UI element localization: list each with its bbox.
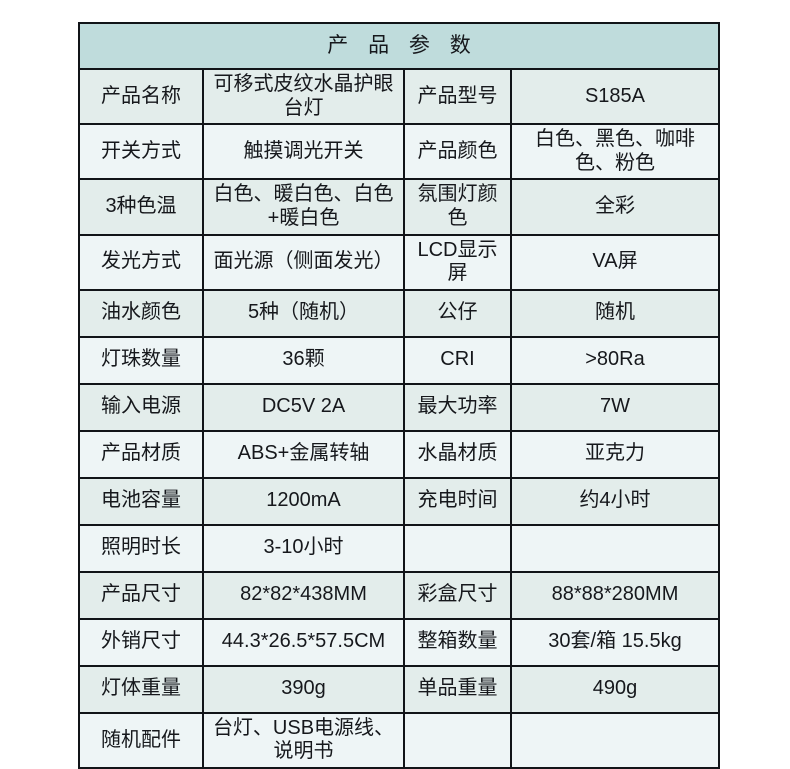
- table-row: 外销尺寸 44.3*26.5*57.5CM 整箱数量 30套/箱 15.5kg: [78, 617, 721, 667]
- spec-label-right: 充电时间: [403, 476, 512, 526]
- spec-label-left: 3种色温: [78, 178, 204, 236]
- spec-value-left: 82*82*438MM: [202, 570, 405, 620]
- spec-label-left: 产品尺寸: [78, 570, 204, 620]
- spec-label-left: 灯体重量: [78, 664, 204, 714]
- spec-value-left: 36颗: [202, 335, 405, 385]
- spec-value-left: 1200mA: [202, 476, 405, 526]
- spec-label-left: 产品名称: [78, 67, 204, 126]
- table-row: 产品名称 可移式皮纹水晶护眼台灯 产品型号 S185A: [78, 67, 721, 126]
- spec-value-right: 30套/箱 15.5kg: [509, 617, 721, 667]
- spec-value-left: 面光源（侧面发光）: [202, 233, 405, 291]
- spec-value-right: 白色、黑色、咖啡色、粉色: [509, 123, 721, 181]
- table-row: 发光方式 面光源（侧面发光） LCD显示屏 VA屏: [78, 233, 721, 291]
- spec-label-left: 照明时长: [78, 523, 204, 573]
- table-row: 产品尺寸 82*82*438MM 彩盒尺寸 88*88*280MM: [78, 570, 721, 620]
- spec-label-right: LCD显示屏: [403, 233, 512, 291]
- spec-label-right: 公仔: [403, 288, 512, 338]
- spec-label-right: 氛围灯颜色: [403, 178, 512, 236]
- product-spec-table: 产 品 参 数 产品名称 可移式皮纹水晶护眼台灯 产品型号 S185A 开关方式 触摸调光…: [77, 22, 721, 769]
- spec-value-left: 390g: [202, 664, 405, 714]
- table-row: 产品材质 ABS+金属转轴 水晶材质 亚克力: [78, 429, 721, 479]
- spec-value-right: 亚克力: [509, 429, 721, 479]
- spec-label-left: 油水颜色: [78, 288, 204, 338]
- spec-label-left: 开关方式: [78, 123, 204, 181]
- spec-value-right: >80Ra: [509, 335, 721, 385]
- spec-value-left: 触摸调光开关: [202, 123, 405, 181]
- spec-value-right: 约4小时: [509, 476, 721, 526]
- spec-label-right: 整箱数量: [403, 617, 512, 667]
- spec-cell-empty: [403, 523, 512, 573]
- spec-label-right: 产品型号: [403, 67, 512, 126]
- spec-cell-empty: [403, 711, 512, 769]
- spec-label-left: 发光方式: [78, 233, 204, 291]
- table-row: 电池容量 1200mA 充电时间 约4小时: [78, 476, 721, 526]
- spec-value-left: 台灯、USB电源线、说明书: [202, 711, 405, 769]
- spec-label-left: 输入电源: [78, 382, 204, 432]
- spec-value-left: DC5V 2A: [202, 382, 405, 432]
- table-row: 随机配件 台灯、USB电源线、说明书: [78, 711, 721, 769]
- spec-value-right: VA屏: [509, 233, 721, 291]
- product-spec-table-container: 产 品 参 数 产品名称 可移式皮纹水晶护眼台灯 产品型号 S185A 开关方式 触摸调光…: [77, 22, 721, 769]
- table-row: 油水颜色 5种（随机） 公仔 随机: [78, 288, 721, 338]
- spec-value-right: 随机: [509, 288, 721, 338]
- spec-label-left: 随机配件: [78, 711, 204, 769]
- spec-value-right: 88*88*280MM: [509, 570, 721, 620]
- spec-value-right: 490g: [509, 664, 721, 714]
- spec-value-left: 5种（随机）: [202, 288, 405, 338]
- table-title: 产 品 参 数: [77, 22, 721, 70]
- spec-value-left: ABS+金属转轴: [202, 429, 405, 479]
- spec-cell-empty: [509, 523, 721, 573]
- spec-value-left: 44.3*26.5*57.5CM: [202, 617, 405, 667]
- spec-cell-empty: [509, 711, 721, 769]
- spec-label-right: 单品重量: [403, 664, 512, 714]
- spec-label-right: 彩盒尺寸: [403, 570, 512, 620]
- table-row: 输入电源 DC5V 2A 最大功率 7W: [78, 382, 721, 432]
- spec-value-left: 可移式皮纹水晶护眼台灯: [202, 67, 405, 126]
- spec-label-left: 产品材质: [78, 429, 204, 479]
- spec-label-left: 灯珠数量: [78, 335, 204, 385]
- table-title-row: 产 品 参 数: [77, 22, 721, 70]
- table-row: 灯体重量 390g 单品重量 490g: [78, 664, 721, 714]
- spec-label-left: 电池容量: [78, 476, 204, 526]
- table-header: 产 品 参 数: [77, 22, 721, 70]
- spec-value-left: 3-10小时: [202, 523, 405, 573]
- spec-value-left: 白色、暖白色、白色+暖白色: [202, 178, 405, 236]
- table-row: 灯珠数量 36颗 CRI >80Ra: [78, 335, 721, 385]
- spec-label-left: 外销尺寸: [78, 617, 204, 667]
- spec-value-right: 全彩: [509, 178, 721, 236]
- spec-label-right: CRI: [403, 335, 512, 385]
- spec-label-right: 产品颜色: [403, 123, 512, 181]
- table-body: 产品名称 可移式皮纹水晶护眼台灯 产品型号 S185A 开关方式 触摸调光开关 产品颜色 白色…: [78, 67, 721, 769]
- spec-value-right: S185A: [509, 67, 721, 126]
- table-row: 照明时长 3-10小时: [78, 523, 721, 573]
- spec-label-right: 水晶材质: [403, 429, 512, 479]
- table-row: 开关方式 触摸调光开关 产品颜色 白色、黑色、咖啡色、粉色: [78, 123, 721, 181]
- table-row: 3种色温 白色、暖白色、白色+暖白色 氛围灯颜色 全彩: [78, 178, 721, 236]
- spec-label-right: 最大功率: [403, 382, 512, 432]
- spec-value-right: 7W: [509, 382, 721, 432]
